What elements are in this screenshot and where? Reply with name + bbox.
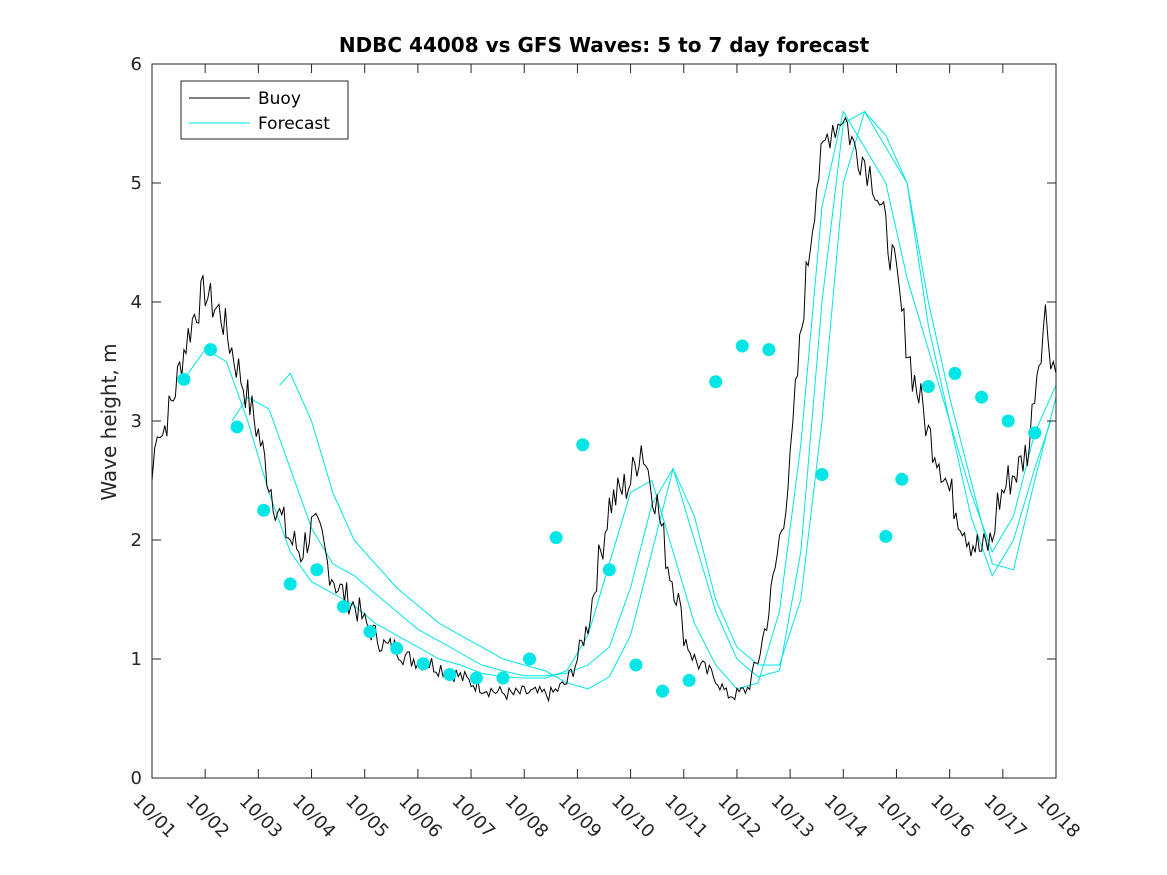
forecast-marker bbox=[549, 531, 563, 545]
x-tick-label: 10/11 bbox=[660, 791, 712, 843]
forecast-marker bbox=[416, 657, 430, 671]
x-tick-label: 10/02 bbox=[182, 791, 234, 843]
series-line-buoy bbox=[151, 116, 1057, 703]
forecast-marker bbox=[735, 339, 749, 353]
y-axis-label: Wave height, m bbox=[97, 343, 121, 500]
forecast-marker bbox=[363, 625, 377, 639]
forecast-marker bbox=[629, 658, 643, 672]
y-tick-label: 2 bbox=[131, 530, 142, 551]
forecast-marker bbox=[283, 577, 297, 591]
forecast-marker bbox=[203, 343, 217, 357]
forecast-marker bbox=[230, 420, 244, 434]
forecast-marker bbox=[336, 600, 350, 614]
forecast-marker bbox=[257, 503, 271, 517]
legend-forecast-label: Forecast bbox=[258, 114, 330, 134]
forecast-marker bbox=[682, 673, 696, 687]
forecast-marker bbox=[523, 652, 537, 666]
forecast-marker bbox=[390, 641, 404, 655]
marker-layer bbox=[177, 339, 1042, 698]
forecast-marker bbox=[443, 667, 457, 681]
forecast-marker bbox=[1001, 414, 1015, 428]
forecast-marker bbox=[1028, 426, 1042, 440]
x-tick-label: 10/16 bbox=[926, 791, 978, 843]
forecast-marker bbox=[709, 375, 723, 389]
y-tick-label: 1 bbox=[131, 649, 142, 670]
y-tick-label: 4 bbox=[131, 292, 142, 313]
forecast-marker bbox=[576, 438, 590, 452]
x-tick-label: 10/13 bbox=[767, 791, 819, 843]
y-tick-label: 0 bbox=[131, 768, 142, 789]
forecast-marker bbox=[762, 343, 776, 357]
series-line-forecast-run-b bbox=[231, 110, 1057, 678]
x-tick-label: 10/07 bbox=[448, 791, 500, 843]
y-tick-label: 3 bbox=[131, 411, 142, 432]
x-tick-label: 10/01 bbox=[128, 791, 180, 843]
forecast-marker bbox=[310, 563, 324, 577]
forecast-marker bbox=[655, 684, 669, 698]
x-tick-label: 10/10 bbox=[607, 791, 659, 843]
series-line-forecast-run-c bbox=[279, 110, 1052, 690]
forecast-marker bbox=[177, 372, 191, 386]
legend: Buoy Forecast bbox=[180, 80, 349, 140]
legend-buoy-label: Buoy bbox=[258, 89, 301, 109]
forecast-marker bbox=[921, 379, 935, 393]
series-line-forecast bbox=[183, 110, 1057, 690]
x-tick-label: 10/06 bbox=[394, 791, 446, 843]
forecast-marker bbox=[948, 366, 962, 380]
x-tick-label: 10/04 bbox=[288, 791, 340, 843]
y-ticks: 0 1 2 3 4 5 6 bbox=[131, 54, 1056, 789]
x-tick-label: 10/12 bbox=[713, 791, 765, 843]
chart-title: NDBC 44008 vs GFS Waves: 5 to 7 day fore… bbox=[339, 33, 870, 57]
forecast-marker bbox=[602, 563, 616, 577]
x-tick-label: 10/17 bbox=[979, 791, 1031, 843]
x-tick-label: 10/15 bbox=[873, 791, 925, 843]
y-tick-label: 5 bbox=[131, 173, 142, 194]
legend-box bbox=[180, 80, 349, 140]
x-tick-label: 10/09 bbox=[554, 791, 606, 843]
x-tick-label: 10/08 bbox=[501, 791, 553, 843]
forecast-marker bbox=[879, 529, 893, 543]
forecast-marker bbox=[895, 472, 909, 486]
forecast-marker bbox=[975, 390, 989, 404]
y-tick-label: 6 bbox=[131, 54, 142, 75]
x-tick-label: 10/18 bbox=[1032, 791, 1084, 843]
x-tick-label: 10/14 bbox=[820, 791, 872, 843]
forecast-marker bbox=[496, 671, 510, 685]
x-tick-label: 10/03 bbox=[235, 791, 287, 843]
forecast-marker bbox=[469, 671, 483, 685]
x-tick-label: 10/05 bbox=[341, 791, 393, 843]
forecast-marker bbox=[815, 468, 829, 482]
series-layer bbox=[151, 110, 1057, 703]
plot-area bbox=[152, 64, 1056, 778]
